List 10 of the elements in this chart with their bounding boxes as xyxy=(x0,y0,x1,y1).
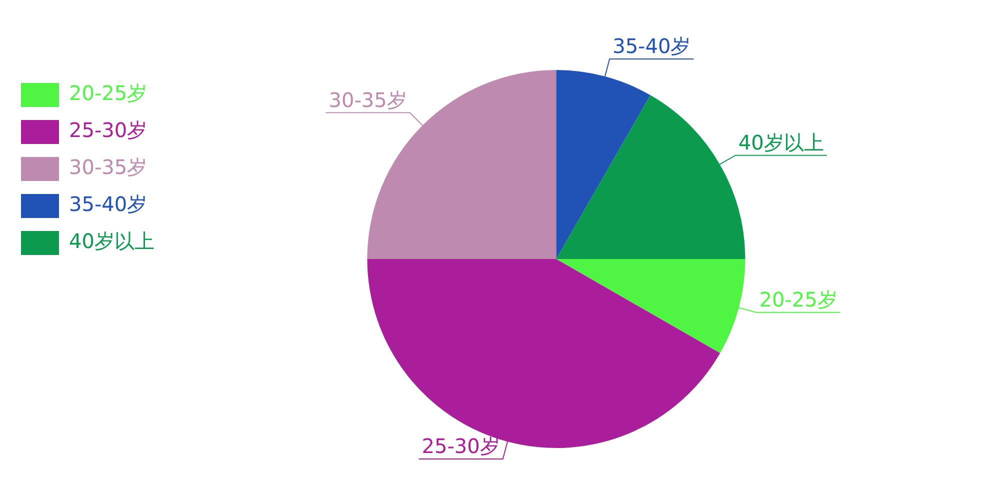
slice-label: 40岁以上 xyxy=(738,130,824,155)
legend-label: 20-25岁 xyxy=(69,81,148,106)
legend-label: 30-35岁 xyxy=(69,155,148,180)
legend-label: 35-40岁 xyxy=(69,192,148,216)
slice-label: 35-40岁 xyxy=(612,34,691,58)
slice-label: 20-25岁 xyxy=(759,288,838,312)
slice-label: 30-35岁 xyxy=(328,88,407,112)
legend-label: 40岁以上 xyxy=(69,229,154,254)
legend-label: 25-30岁 xyxy=(69,118,148,142)
slice-label: 25-30岁 xyxy=(422,434,500,458)
